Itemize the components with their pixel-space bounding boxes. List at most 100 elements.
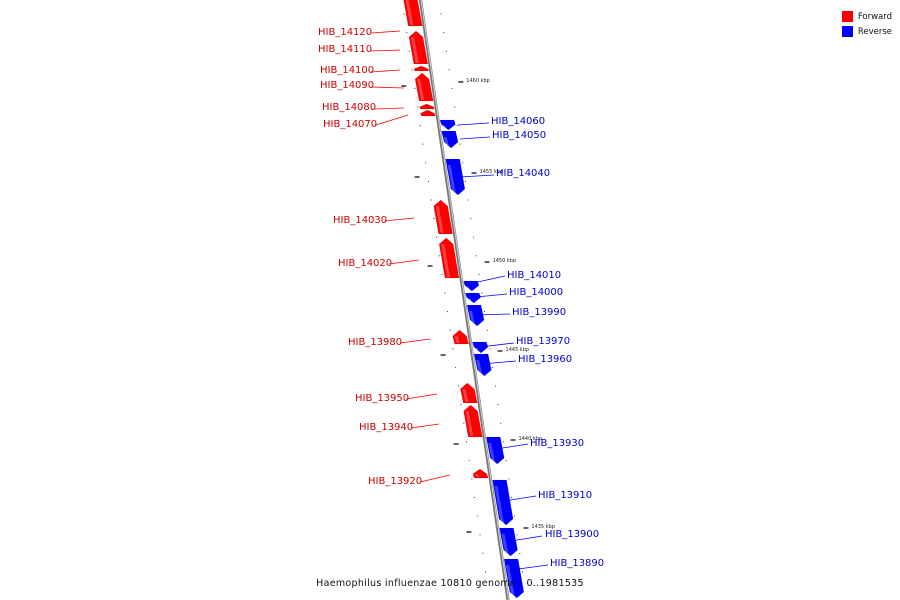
gene-HIB_14050 (441, 130, 459, 149)
scale-tick-label: 1435 kbp (531, 524, 555, 530)
gene-label: HIB_13950 (355, 393, 409, 404)
gene-highlight (435, 206, 444, 233)
gene-HIB_13950 (460, 382, 478, 404)
forward-gene-arrow (420, 109, 436, 117)
legend: Forward Reverse (841, 9, 892, 39)
gene-leader-line (472, 275, 506, 284)
forward-gene-arrow (414, 72, 434, 102)
gene-HIB_14100 (413, 65, 430, 72)
forward-gene-arrow (419, 103, 435, 110)
gene-label: HIB_14070 (323, 119, 377, 130)
gene-label: HIB_13960 (518, 354, 572, 365)
gene-HIB_14070 (420, 109, 436, 117)
legend-item-reverse: Reverse (841, 24, 892, 39)
gene-HIB_14030 (433, 199, 453, 235)
gene-HIB_14010 (463, 280, 480, 292)
reverse-gene-arrow (445, 158, 466, 196)
gene-label: HIB_13990 (512, 307, 566, 318)
gene-label: HIB_14080 (322, 102, 376, 113)
gene-label: HIB_14090 (320, 80, 374, 91)
gene-leader-line (388, 259, 420, 265)
gene-HIB_13960 (473, 353, 492, 377)
gene-HIB_13920 (472, 468, 489, 479)
backbone-line (418, 0, 510, 600)
gene-leader-line (510, 535, 543, 542)
gene-highlight (506, 565, 515, 597)
gene-leader-line (375, 114, 409, 126)
gene-labels-layer: HIB_14120 HIB_14110 HIB_14100 HIB_14090 HIB_… (318, 27, 604, 570)
gene-highlight (501, 534, 509, 555)
gene-highlight (474, 348, 479, 352)
reverse-gene-arrow (499, 527, 518, 557)
backbone-layer (418, 0, 510, 600)
gene-leader-line (479, 342, 515, 348)
gene-highlight (494, 486, 505, 524)
genes-layer (403, 0, 525, 599)
reverse-gene-arrow (473, 353, 492, 377)
reverse-gene-arrow (464, 292, 481, 304)
gene-highlight (447, 165, 456, 194)
gene-label: HIB_13920 (368, 476, 422, 487)
gene-label: HIB_14050 (492, 130, 546, 141)
reverse-gene-arrow (492, 479, 514, 526)
gene-leader-line (419, 474, 451, 483)
forward-gene-arrow (472, 468, 489, 479)
gene-HIB_13910 (492, 479, 514, 526)
gene-highlight (462, 389, 469, 402)
gene-highlight (488, 443, 496, 463)
gene-leader-line (481, 360, 517, 365)
scale-tick-label: 1440 kbp (519, 436, 543, 442)
gene-leader-line (457, 122, 490, 126)
forward-gene-arrow (438, 237, 460, 279)
reverse-gene-arrow (439, 119, 456, 131)
gene-leader-line (410, 423, 440, 429)
gene-HIB_13900 (499, 527, 518, 557)
gene-highlight (441, 244, 451, 277)
scale-tick-label: 1460 kbp (466, 78, 490, 84)
gene-HIB_13940 (463, 404, 483, 438)
gene-HIB_14080 (419, 103, 435, 110)
gene-leader-line (517, 564, 549, 570)
gene-HIB_14040 (445, 158, 466, 196)
forward-gene-arrow (452, 329, 470, 345)
gene-leader-line (495, 443, 529, 450)
forward-gene-arrow (413, 65, 430, 72)
forward-gene-arrow (403, 0, 423, 27)
gene-leader-line (399, 338, 431, 344)
gene-highlight (476, 360, 483, 375)
gene-HIB_13980 (452, 329, 470, 345)
gene-label: HIB_13970 (516, 336, 570, 347)
gene-label: HIB_14100 (320, 65, 374, 76)
gene-highlight (465, 286, 470, 290)
gene-highlight (441, 125, 447, 129)
gene-label: HIB_13940 (359, 422, 413, 433)
scale-tick-label: 1455 kbp (480, 169, 504, 175)
gene-label: HIB_14060 (491, 116, 545, 127)
gene-label: HIB_13910 (538, 490, 592, 501)
genome-caption: Haemophilus influenzae 10810 genome - 0.… (316, 578, 584, 589)
gene-HIB_14120 (403, 0, 423, 27)
forward-gene-arrow (460, 382, 478, 404)
legend-item-forward: Forward (841, 9, 892, 24)
gene-label: HIB_13890 (550, 558, 604, 569)
gene-leader-line (405, 393, 438, 400)
reverse-gene-arrow (441, 130, 459, 149)
gene-leader-line (373, 107, 405, 110)
gene-label: HIB_14040 (496, 168, 550, 179)
gene-leader-line (459, 136, 491, 140)
gene-highlight (467, 298, 472, 302)
gene-label: HIB_14030 (333, 215, 387, 226)
gene-leader-line (476, 313, 511, 316)
gene-highlight (443, 137, 450, 147)
gene-label: HIB_14110 (318, 44, 372, 55)
gene-label: HIB_13930 (530, 438, 584, 449)
gene-leader-line (370, 30, 401, 34)
reverse-gene-arrow (466, 304, 485, 327)
gene-highlight (454, 336, 460, 343)
gene-label: HIB_14020 (338, 258, 392, 269)
gene-label: HIB_14120 (318, 27, 372, 38)
forward-gene-arrow (408, 30, 429, 65)
gene-HIB_14090 (414, 72, 434, 102)
gene-leader-line (370, 86, 405, 89)
